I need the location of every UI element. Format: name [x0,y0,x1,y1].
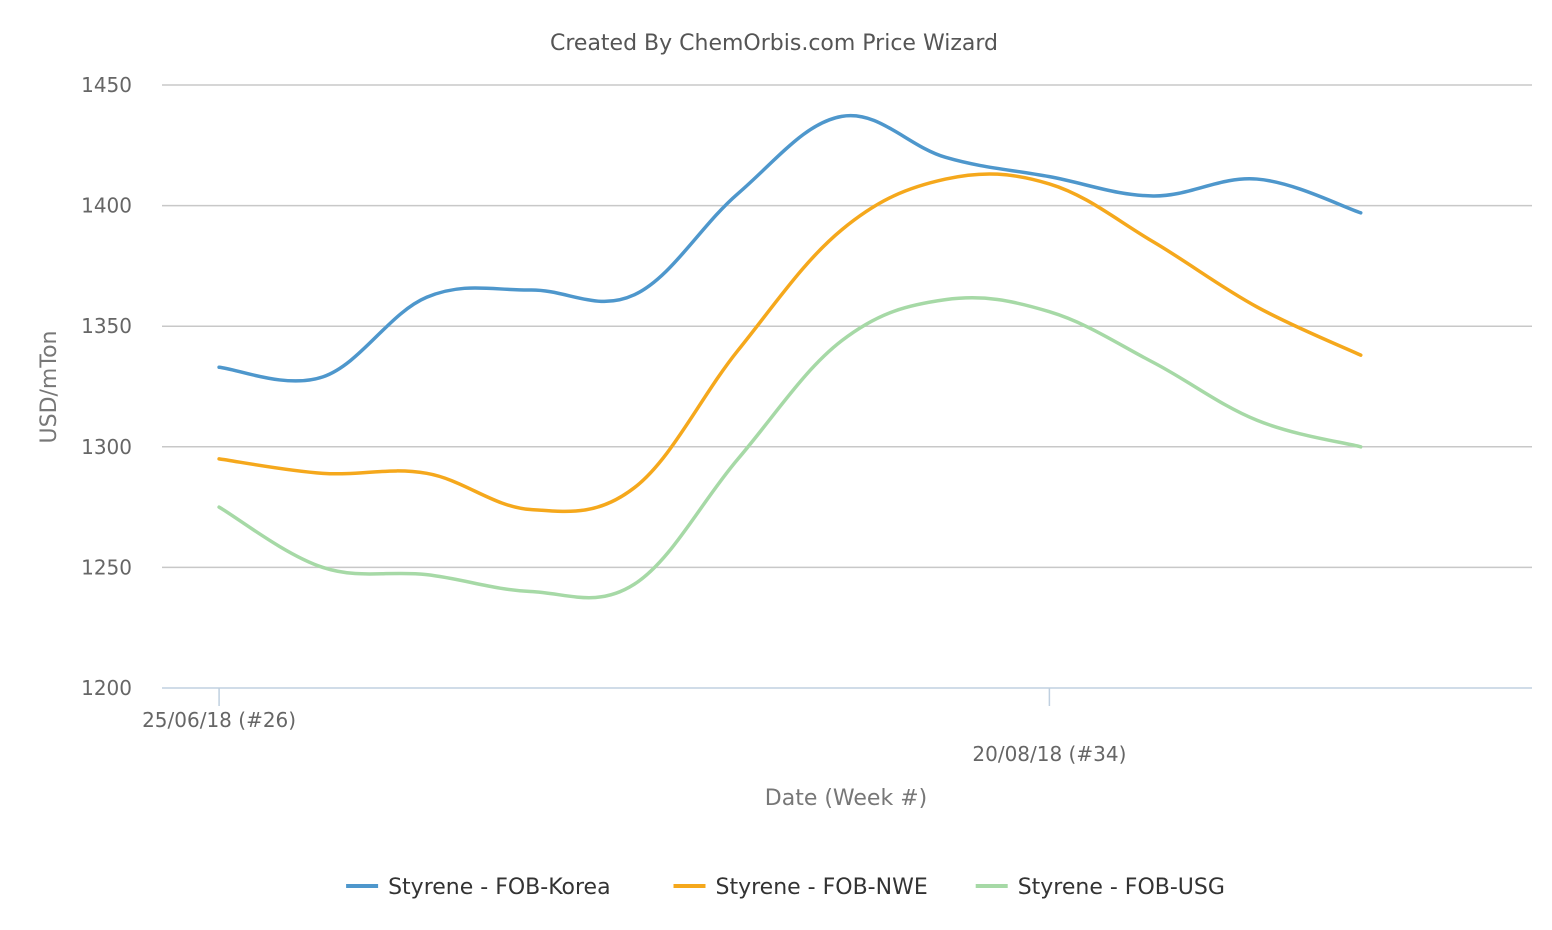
chart-title: Created By ChemOrbis.com Price Wizard [550,31,998,56]
legend-item-styrene-fob-korea[interactable]: Styrene - FOB-Korea [346,875,611,900]
y-tick-label: 1300 [81,435,132,459]
series-line-styrene-fob-nwe [217,172,1363,514]
series-line-styrene-fob-usg [217,296,1363,600]
x-axis-title: Date (Week #) [765,786,927,811]
gridlines [162,84,1532,689]
legend-item-styrene-fob-nwe[interactable]: Styrene - FOB-NWE [673,875,928,900]
series-line-styrene-fob-korea [217,113,1363,383]
y-tick-label: 1250 [81,555,132,579]
y-tick-label: 1350 [81,314,132,338]
y-tick-label: 1200 [81,676,132,700]
legend[interactable]: Styrene - FOB-Korea Styrene - FOB-NWE Styr… [346,875,1225,900]
y-axis-title: USD/mTon [37,331,62,444]
y-axis: 1200 1250 1300 1350 1400 1450 [81,73,132,700]
x-axis: 25/06/18 (#26) 20/08/18 (#34) [142,688,1126,766]
legend-item-styrene-fob-usg[interactable]: Styrene - FOB-USG [975,875,1225,900]
legend-label: Styrene - FOB-USG [1018,875,1225,900]
y-tick-label: 1400 [81,194,132,218]
y-tick-label: 1450 [81,73,132,97]
series-lines [217,113,1363,600]
x-tick-label: 20/08/18 (#34) [972,742,1126,766]
legend-label: Styrene - FOB-Korea [388,875,610,900]
legend-label: Styrene - FOB-NWE [716,875,928,900]
x-tick-label: 25/06/18 (#26) [142,708,296,732]
